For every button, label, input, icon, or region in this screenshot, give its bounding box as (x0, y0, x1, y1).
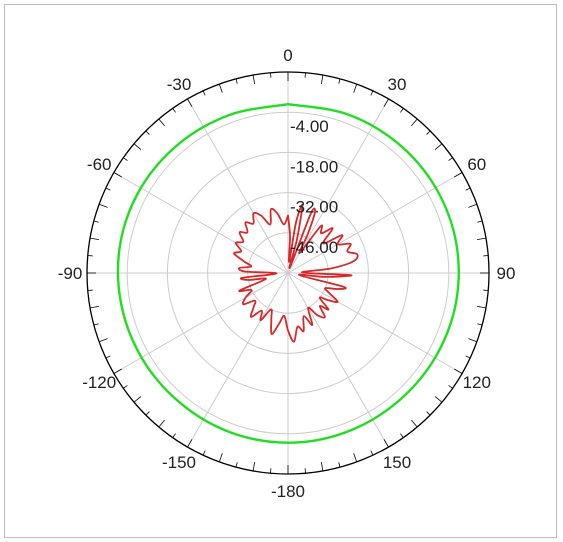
angle-label-9: -90 (58, 264, 83, 283)
grid-spoke-4 (287, 272, 463, 374)
series-layer (116, 103, 460, 444)
rim-tick (477, 305, 487, 309)
rim-tick (465, 355, 471, 359)
rim-tick (105, 355, 111, 359)
rim-tick (320, 74, 324, 84)
rim-tick (93, 220, 99, 223)
grid-spoke-5 (287, 272, 389, 448)
rim-tick (383, 439, 389, 448)
rim-tick (187, 98, 193, 107)
grid-spoke-8 (113, 272, 289, 374)
ring-label-2: -32.00 (290, 198, 338, 217)
rim-tick (218, 453, 223, 463)
rim-tick (123, 385, 128, 389)
rim-tick (465, 187, 471, 191)
rim-tick (338, 462, 341, 468)
angle-label-10: -60 (87, 155, 112, 174)
grid-spoke-7 (187, 272, 289, 448)
rim-tick (353, 453, 358, 463)
rim-tick (477, 220, 483, 223)
polar-grid (87, 72, 489, 474)
rim-tick (145, 411, 150, 416)
rim-tick (158, 419, 165, 428)
angle-label-1: 30 (388, 75, 407, 94)
polar-chart: -4.00 -18.00 -32.00 -46.00 0 30 60 90 120 150 -18… (58, 46, 516, 501)
angle-label-3: 90 (497, 264, 516, 283)
rim-tick (218, 83, 223, 93)
rim-tick (434, 396, 443, 403)
rim-tick (187, 439, 193, 448)
grid-spoke-10 (113, 172, 289, 274)
angle-label-2: 60 (467, 155, 486, 174)
rim-ticks (87, 72, 489, 474)
rim-tick (477, 323, 483, 326)
rim-tick (172, 433, 176, 438)
rim-tick (202, 450, 206, 456)
rim-tick (133, 396, 142, 403)
rim-tick (133, 143, 142, 150)
angle-label-7: -150 (162, 453, 196, 472)
rim-tick (105, 187, 111, 191)
rim-tick (448, 385, 453, 389)
angle-label-0: 0 (283, 46, 292, 65)
rim-tick (353, 83, 358, 93)
rim-tick (202, 90, 206, 96)
angle-label-4: 120 (463, 373, 491, 392)
angle-label-5: 150 (383, 453, 411, 472)
series-line-2 (233, 204, 359, 343)
rim-tick (477, 237, 487, 241)
rim-tick (98, 338, 108, 343)
rim-tick (113, 172, 122, 178)
angle-label-6: -180 (271, 482, 305, 501)
ring-label-3: -46.00 (290, 238, 338, 257)
rim-tick (158, 118, 165, 127)
ring-labels: -4.00 -18.00 -32.00 -46.00 (290, 117, 338, 257)
rim-tick (145, 130, 150, 135)
rim-tick (448, 157, 453, 161)
rim-tick (411, 118, 418, 127)
rim-tick (454, 172, 463, 178)
rim-tick (93, 323, 99, 326)
rim-tick (468, 338, 478, 343)
chart-frame: -4.00 -18.00 -32.00 -46.00 0 30 60 90 120 150 -18… (4, 4, 557, 538)
grid-spoke-2 (287, 172, 463, 274)
rim-tick (434, 143, 443, 150)
rim-tick (338, 78, 341, 84)
rim-tick (468, 203, 478, 208)
rim-tick (426, 411, 431, 416)
angle-label-11: -30 (167, 75, 192, 94)
rim-tick (400, 108, 404, 113)
rim-tick (370, 90, 374, 96)
rim-tick (383, 98, 389, 107)
ring-label-1: -18.00 (290, 157, 338, 176)
rim-tick (123, 157, 128, 161)
rim-tick (320, 462, 324, 472)
rim-tick (370, 450, 374, 456)
rim-tick (454, 368, 463, 374)
rim-tick (252, 462, 256, 472)
rim-tick (113, 368, 122, 374)
rim-tick (235, 78, 238, 84)
rim-tick (252, 74, 256, 84)
series-line-1 (116, 103, 460, 444)
rim-tick (172, 108, 176, 113)
ring-label-0: -4.00 (290, 117, 329, 136)
grid-spoke-1 (287, 98, 389, 274)
rim-tick (400, 433, 404, 438)
rim-tick (426, 130, 431, 135)
outer-rim (86, 71, 490, 475)
rim-tick (89, 237, 99, 241)
angle-label-8: -120 (82, 373, 116, 392)
angle-labels: 0 30 60 90 120 150 -180 -150 -120 -90 -60 -30 (58, 46, 516, 501)
rim-tick (89, 305, 99, 309)
grid-spoke-11 (187, 98, 289, 274)
rim-tick (98, 203, 108, 208)
rim-tick (235, 462, 238, 468)
rim-tick (411, 419, 418, 428)
